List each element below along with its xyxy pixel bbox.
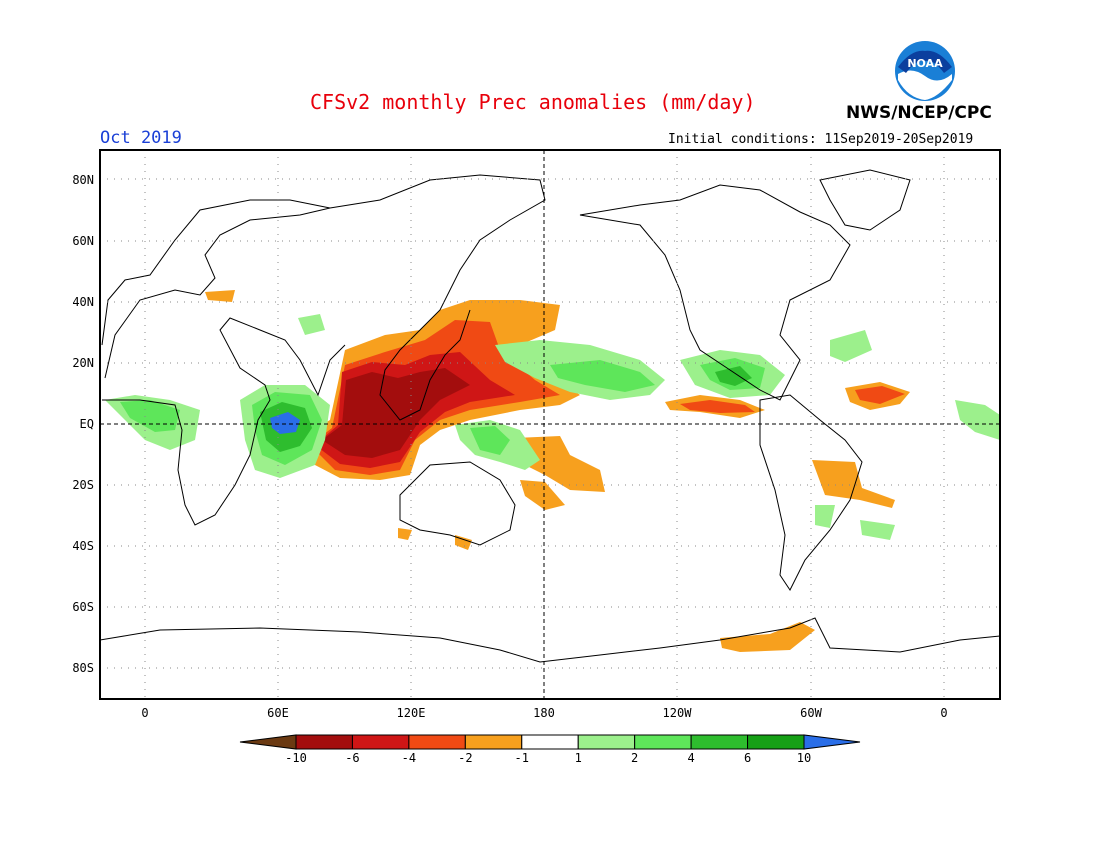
colorbar-segment bbox=[690, 734, 749, 750]
noaa-logo-icon: NOAA bbox=[895, 41, 955, 101]
lon-label: 60E bbox=[267, 706, 289, 720]
colorbar-left-arrow bbox=[239, 734, 297, 750]
forecast-month: Oct 2019 bbox=[100, 128, 182, 148]
anomaly-fields bbox=[105, 290, 1000, 652]
colorbar-segment bbox=[747, 734, 805, 750]
coastlines bbox=[100, 169, 1000, 663]
dry-light-antarctic bbox=[720, 622, 815, 652]
wet-mod-wpac bbox=[470, 426, 510, 455]
colorbar-segment bbox=[577, 734, 636, 750]
map-title: CFSv2 monthly Prec anomalies (mm/day) bbox=[310, 90, 756, 114]
lat-label: 60N bbox=[72, 234, 94, 248]
colorbar: -10 -6 -4 -2 -1 1 2 4 6 10 bbox=[239, 734, 861, 765]
dry-light-pacific bbox=[515, 436, 605, 492]
logo-text: NOAA bbox=[907, 57, 943, 70]
lat-label: 40S bbox=[72, 539, 94, 553]
wet-max-indian bbox=[270, 412, 300, 434]
dry-mod-atl bbox=[855, 386, 905, 404]
colorbar-segment bbox=[464, 734, 523, 750]
lat-label: 60S bbox=[72, 600, 94, 614]
dry-light-southpac bbox=[520, 480, 565, 510]
coast-south-america bbox=[759, 394, 863, 591]
lat-axis: 80N 60N 40N 20N EQ 20S 40S 60S 80S bbox=[72, 173, 94, 675]
colorbar-segment bbox=[634, 734, 692, 750]
dry-light-aus bbox=[398, 528, 412, 540]
colorbar-segment bbox=[408, 734, 466, 750]
wet-light-samerica bbox=[815, 505, 835, 528]
colorbar-tick-label: 6 bbox=[744, 751, 751, 765]
colorbar-tick-label: -1 bbox=[515, 751, 529, 765]
agency-label: NWS/NCEP/CPC bbox=[846, 103, 992, 123]
initial-conditions: Initial conditions: 11Sep2019-20Sep2019 bbox=[668, 132, 974, 147]
colorbar-tick-label: -4 bbox=[402, 751, 416, 765]
colorbar-tick-label: -10 bbox=[285, 751, 307, 765]
lon-label: 60W bbox=[800, 706, 822, 720]
lat-label: 80S bbox=[72, 661, 94, 675]
colorbar-tick-label: 1 bbox=[575, 751, 582, 765]
colorbar-tick-label: 2 bbox=[631, 751, 638, 765]
lat-label: EQ bbox=[80, 417, 94, 431]
wet-light-samerica-s bbox=[860, 520, 895, 540]
coast-greenland bbox=[819, 169, 911, 231]
lon-label: 120E bbox=[397, 706, 426, 720]
lon-axis: 0 60E 120E 180 120W 60W 0 bbox=[141, 706, 947, 720]
coast-australia bbox=[399, 461, 516, 546]
colorbar-tick-label: -2 bbox=[458, 751, 472, 765]
wet-light-africa-e bbox=[955, 400, 1000, 440]
lat-label: 20N bbox=[72, 356, 94, 370]
lon-label: 0 bbox=[141, 706, 148, 720]
colorbar-tick-label: -6 bbox=[345, 751, 359, 765]
wet-light-india bbox=[298, 314, 325, 335]
dry-light-africa-n bbox=[205, 290, 235, 302]
colorbar-tick-label: 4 bbox=[687, 751, 694, 765]
dry-mod-epac bbox=[680, 400, 755, 413]
map-frame bbox=[99, 149, 1001, 700]
lon-label: 180 bbox=[533, 706, 555, 720]
coast-asia bbox=[329, 174, 546, 421]
wet-mod-npac bbox=[550, 360, 655, 392]
colorbar-segment bbox=[521, 734, 579, 750]
coast-antarctica bbox=[100, 617, 1000, 663]
colorbar-segment bbox=[295, 734, 353, 750]
lat-label: 80N bbox=[72, 173, 94, 187]
lon-label: 120W bbox=[663, 706, 693, 720]
equator-dateline bbox=[100, 150, 1000, 699]
lat-label: 40N bbox=[72, 295, 94, 309]
coast-africa-europe bbox=[101, 199, 346, 526]
wet-strong-enpac bbox=[715, 366, 752, 386]
grid-lines bbox=[100, 150, 1000, 699]
dry-light-aus-e bbox=[455, 535, 472, 550]
colorbar-segment bbox=[351, 734, 410, 750]
colorbar-tick-label: 10 bbox=[797, 751, 811, 765]
colorbar-right-arrow bbox=[803, 734, 861, 750]
dry-extreme-indian bbox=[322, 368, 470, 458]
lat-label: 20S bbox=[72, 478, 94, 492]
dry-light-samerica bbox=[812, 460, 895, 508]
coast-north-america bbox=[579, 184, 851, 401]
wet-light-atl bbox=[830, 330, 872, 362]
lon-label: 0 bbox=[940, 706, 947, 720]
